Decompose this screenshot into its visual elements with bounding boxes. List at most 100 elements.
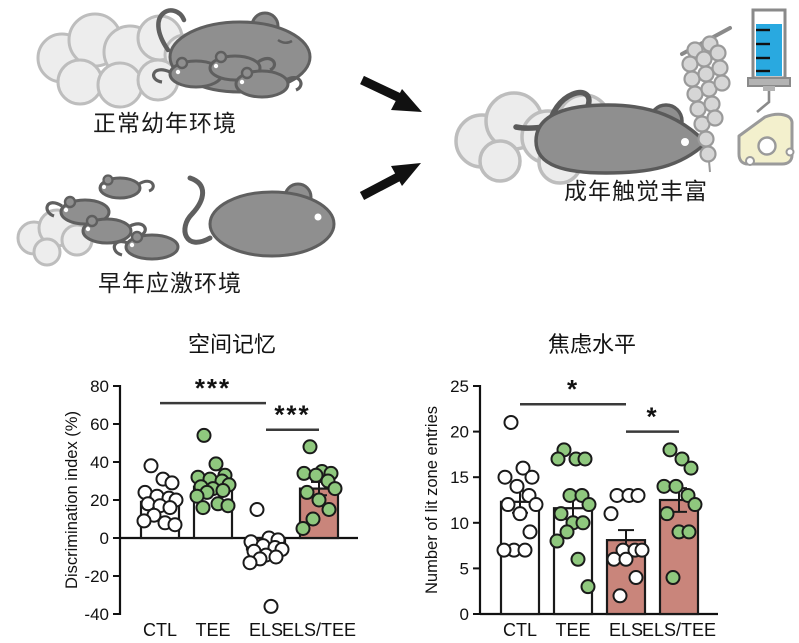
scatter-ELS/TEE [295, 439, 343, 536]
cheese-icon [737, 112, 795, 166]
mouse-pups-icon [152, 50, 303, 99]
data-point [515, 460, 531, 476]
y-axis-label: Discrimination index (%) [63, 411, 81, 589]
data-point [687, 497, 703, 513]
data-point [630, 487, 646, 503]
data-point [577, 451, 593, 467]
data-point [550, 451, 566, 467]
beads-icon [680, 26, 732, 173]
data-point [299, 484, 315, 500]
x-tick-label: CTL [503, 620, 537, 640]
data-point [497, 469, 513, 485]
scatter-CTL [136, 458, 184, 533]
tactile-enrichment-label: 成年触觉丰富 [564, 178, 708, 204]
scatter-TEE [549, 442, 597, 595]
anxiety-level-chart-svg: 焦虑水平 Number of lit zone entries 25 20 15 10 5 0… [423, 332, 718, 640]
data-point [553, 506, 569, 522]
data-point [603, 506, 619, 522]
data-point [559, 524, 575, 540]
data-point [305, 511, 321, 527]
data-point [496, 542, 512, 558]
data-point [580, 579, 596, 595]
x-tick-label: ELS [249, 620, 283, 640]
data-point [509, 478, 525, 494]
data-point [665, 570, 681, 586]
data-point [628, 570, 644, 586]
mouse-tail [182, 175, 213, 245]
stress-environment-label: 早年应激环境 [98, 270, 242, 296]
adult-mouse-icon [534, 103, 709, 175]
y-tick-label: 20 [450, 423, 469, 442]
data-point [220, 498, 236, 514]
spatial-memory-chart: 空间记忆 Discrimination index (%) 80 60 40 20 0 -20… [60, 322, 400, 643]
y-tick-label: 5 [460, 559, 469, 578]
chart-title: 焦虑水平 [548, 332, 636, 357]
data-point [575, 515, 591, 531]
y-tick-label: 20 [90, 491, 109, 510]
scattered-pups-icon [45, 174, 180, 261]
data-point [136, 513, 152, 529]
mouse-eye [681, 138, 689, 146]
y-tick-label: -20 [84, 567, 109, 586]
data-point [249, 502, 265, 517]
data-point [196, 427, 212, 443]
data-point [321, 502, 337, 517]
data-point [668, 478, 684, 494]
data-point [500, 497, 516, 513]
data-point [662, 442, 678, 458]
spatial-memory-chart-svg: 空间记忆 Discrimination index (%) 80 60 40 20 0 -20… [63, 332, 358, 640]
data-point [618, 551, 634, 567]
anxiety-level-chart: 焦虑水平 Number of lit zone entries 25 20 15 10 5 0… [420, 322, 760, 643]
data-point [674, 451, 690, 467]
y-tick-label: 80 [90, 377, 109, 396]
stress-environment-illustration [16, 174, 336, 267]
x-tick-label: CTL [143, 620, 177, 640]
y-tick-label: 10 [450, 514, 469, 533]
scatter-TEE [189, 427, 237, 516]
mouse-eye [314, 213, 322, 221]
mouse-eye [277, 38, 293, 44]
scatter-ELS [603, 487, 650, 604]
data-point [268, 549, 284, 565]
data-point [503, 414, 519, 430]
data-point [570, 551, 586, 567]
data-point [659, 506, 675, 522]
scatter-ELS/TEE [656, 442, 703, 586]
normal-environment-illustration [36, 8, 312, 109]
x-tick-label: ELS/TEE [642, 620, 716, 640]
x-tick-label: TEE [195, 620, 230, 640]
x-tick-label: ELS [609, 620, 643, 640]
significance-label: * [567, 374, 579, 404]
data-point [295, 521, 311, 536]
data-point [167, 517, 183, 533]
y-tick-label: 60 [90, 415, 109, 434]
enrichment-illustration [454, 8, 795, 185]
data-point [164, 475, 180, 491]
data-point [162, 500, 178, 516]
data-point [296, 465, 312, 481]
syringe-icon [747, 8, 791, 113]
chart-title: 空间记忆 [188, 332, 276, 357]
y-tick-label: 40 [90, 453, 109, 472]
data-point [681, 524, 697, 540]
data-point [215, 483, 231, 498]
y-tick-label: 15 [450, 468, 469, 487]
y-tick-label: 0 [460, 605, 469, 624]
data-point [311, 492, 327, 508]
data-point [612, 588, 628, 604]
data-point [634, 542, 650, 558]
data-point [189, 488, 205, 504]
data-point [195, 500, 211, 516]
data-point [524, 469, 540, 485]
data-point [581, 497, 597, 513]
data-point [143, 458, 159, 474]
arrow-icon [359, 163, 421, 200]
data-point [517, 542, 533, 558]
y-tick-label: -40 [84, 605, 109, 624]
y-axis-label: Number of lit zone entries [423, 406, 441, 594]
significance-label: *** [195, 373, 231, 403]
x-tick-label: TEE [555, 620, 590, 640]
adult-mouse-icon [208, 182, 336, 258]
data-point [242, 555, 258, 571]
